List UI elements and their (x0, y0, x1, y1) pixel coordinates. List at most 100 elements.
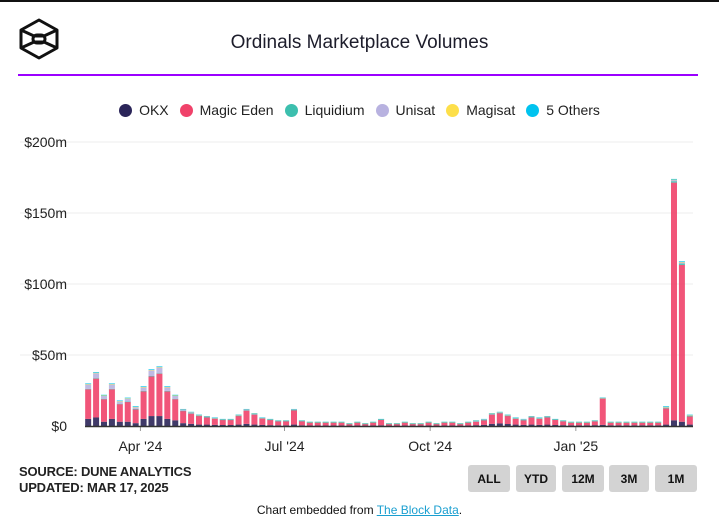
bar-5-others (457, 423, 464, 424)
legend-dot-icon (179, 103, 193, 117)
bar-liquidium (235, 415, 242, 417)
bar-unisat (164, 387, 171, 391)
bar-okx (322, 425, 329, 426)
bar-magic-eden (655, 422, 662, 426)
bar-magic-eden (275, 421, 282, 426)
bar-magic-eden (124, 402, 131, 422)
bar-5-others (298, 420, 305, 421)
bar-magic-eden (544, 417, 551, 425)
bar-liquidium (196, 415, 202, 417)
legend-item-okx[interactable]: OKX (119, 102, 169, 118)
bar-5-others (607, 421, 614, 423)
legend-item-unisat[interactable]: Unisat (375, 102, 435, 118)
bar-liquidium (441, 422, 448, 423)
bar-unisat (148, 370, 155, 377)
bar-liquidium (655, 422, 662, 423)
bar-liquidium (647, 422, 654, 423)
legend-label: 5 Others (546, 102, 600, 118)
bar-5-others (481, 418, 487, 420)
bar-okx (93, 417, 100, 426)
bar-magic-eden (417, 424, 424, 426)
bar-5-others (93, 372, 100, 373)
bar-magic-eden (283, 421, 290, 426)
bar-5-others (639, 421, 646, 423)
bar-okx (188, 423, 195, 426)
bar-5-others (441, 421, 448, 423)
bar-5-others (671, 178, 677, 180)
bar-liquidium (108, 388, 115, 390)
bar-5-others (686, 414, 693, 416)
bar-5-others (552, 418, 559, 420)
bar-magic-eden (607, 422, 614, 426)
bar-liquidium (576, 422, 582, 423)
bar-5-others (378, 418, 385, 420)
legend-item-liquidium[interactable]: Liquidium (284, 102, 365, 118)
bar-magic-eden (132, 409, 139, 424)
legend-item-others[interactable]: 5 Others (526, 102, 600, 118)
bar-magic-eden (219, 419, 226, 426)
bar-magic-eden (211, 418, 218, 425)
bar-5-others (275, 420, 282, 421)
range-ytd-button[interactable]: YTD (516, 465, 556, 492)
bar-okx (568, 425, 575, 426)
bar-liquidium (243, 410, 250, 411)
bar-liquidium (164, 390, 171, 392)
bar-liquidium (488, 414, 495, 415)
bar-liquidium (607, 422, 614, 423)
updated-label: UPDATED: MAR 17, 2025 (19, 480, 169, 495)
bar-liquidium (686, 415, 693, 417)
bar-liquidium (338, 422, 345, 423)
bar-liquidium (306, 422, 313, 423)
bar-liquidium (227, 419, 234, 421)
bar-magic-eden (378, 419, 385, 426)
bar-magic-eden (488, 414, 495, 424)
bar-liquidium (188, 413, 195, 414)
bar-liquidium (211, 418, 218, 419)
bar-magic-eden (536, 418, 543, 425)
legend-item-magic-eden[interactable]: Magic Eden (179, 102, 274, 118)
bar-5-others (401, 421, 408, 423)
legend: OKX Magic Eden Liquidium Unisat Magisat … (0, 102, 719, 118)
bar-magic-eden (330, 422, 337, 426)
bar-magic-eden (156, 373, 163, 417)
bar-okx (425, 425, 432, 426)
bar-okx (196, 424, 202, 426)
bar-unisat (108, 384, 115, 389)
legend-label: Magisat (466, 102, 516, 118)
bar-magisat (164, 386, 171, 388)
bar-magisat (85, 384, 92, 385)
bar-magisat (678, 261, 685, 263)
bar-liquidium (591, 420, 598, 422)
bar-5-others (504, 414, 511, 416)
bar-magic-eden (148, 376, 155, 417)
bar-okx (235, 424, 242, 426)
bar-okx (172, 420, 179, 426)
bar-5-others (623, 421, 630, 423)
bar-magic-eden (631, 422, 638, 426)
bar-liquidium (401, 422, 408, 423)
bar-okx (623, 425, 630, 426)
bar-okx (552, 425, 559, 426)
range-3m-button[interactable]: 3M (609, 465, 649, 492)
bar-magic-eden (481, 420, 487, 425)
bar-okx (401, 425, 408, 426)
bar-liquidium (386, 423, 392, 425)
legend-item-magisat[interactable]: Magisat (446, 102, 515, 118)
range-all-button[interactable]: ALL (468, 465, 510, 492)
bar-okx (370, 425, 377, 426)
bar-liquidium (663, 407, 670, 409)
bar-5-others (203, 416, 210, 417)
range-12m-button[interactable]: 12M (562, 465, 604, 492)
bar-magic-eden (663, 408, 670, 425)
the-block-data-link[interactable]: The Block Data (376, 503, 459, 517)
bar-okx (298, 425, 305, 426)
range-1m-button[interactable]: 1M (655, 465, 697, 492)
bar-magic-eden (108, 389, 115, 419)
bar-5-others (370, 421, 377, 423)
bar-okx (180, 423, 187, 426)
x-tick-label: Oct '24 (408, 438, 453, 454)
bar-okx (291, 424, 297, 426)
bar-5-others (488, 413, 495, 414)
bar-magic-eden (496, 413, 503, 424)
bar-okx (116, 421, 123, 426)
